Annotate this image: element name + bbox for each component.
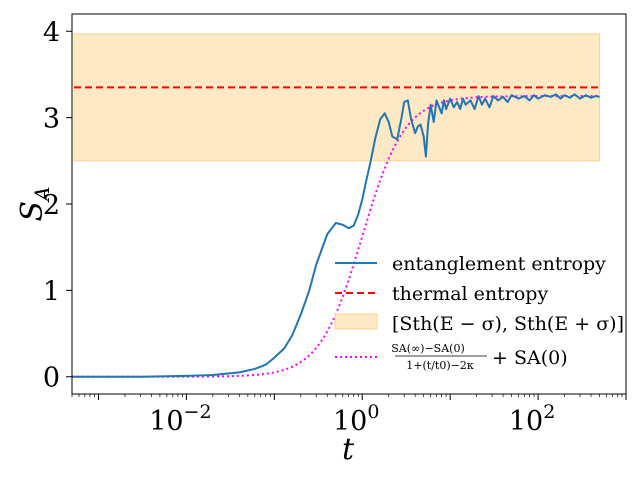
legend-thermal-label: thermal entropy (392, 283, 548, 305)
legend-fit-denominator: 1+(t/t0)−2κ (406, 359, 474, 372)
svg-text:SA: SA (15, 186, 54, 221)
y-axis-label: SA (15, 186, 54, 221)
y-tick-label: 0 (43, 363, 60, 394)
x-tick-label: 100 (333, 401, 379, 437)
legend-band-label: [Sth(E − σ), Sth(E + σ)] (392, 313, 624, 335)
y-ticks: 0 1 2 3 4 (43, 17, 72, 394)
legend: entanglement entropy thermal entropy [St… (334, 253, 624, 372)
x-tick-label: 10−2 (149, 401, 211, 437)
entanglement-entropy-line (72, 93, 600, 378)
y-tick-label: 2 (43, 190, 60, 221)
legend-band-swatch (334, 313, 378, 330)
legend-entanglement-label: entanglement entropy (392, 253, 606, 275)
y-tick-label: 1 (43, 276, 60, 307)
thermal-band (73, 33, 601, 162)
x-tick-label: 102 (509, 401, 555, 437)
legend-fit-numerator: SA(∞)−SA(0) (391, 342, 465, 355)
legend-fit-tail: + SA(0) (492, 347, 568, 369)
y-tick-label: 3 (43, 104, 60, 135)
x-ticks: 10−2 100 102 (71, 394, 627, 437)
y-axis-label-main: S (15, 201, 50, 222)
y-tick-label: 4 (43, 17, 60, 48)
x-axis-label: t (342, 432, 355, 467)
y-axis-label-sub: A (30, 186, 54, 202)
